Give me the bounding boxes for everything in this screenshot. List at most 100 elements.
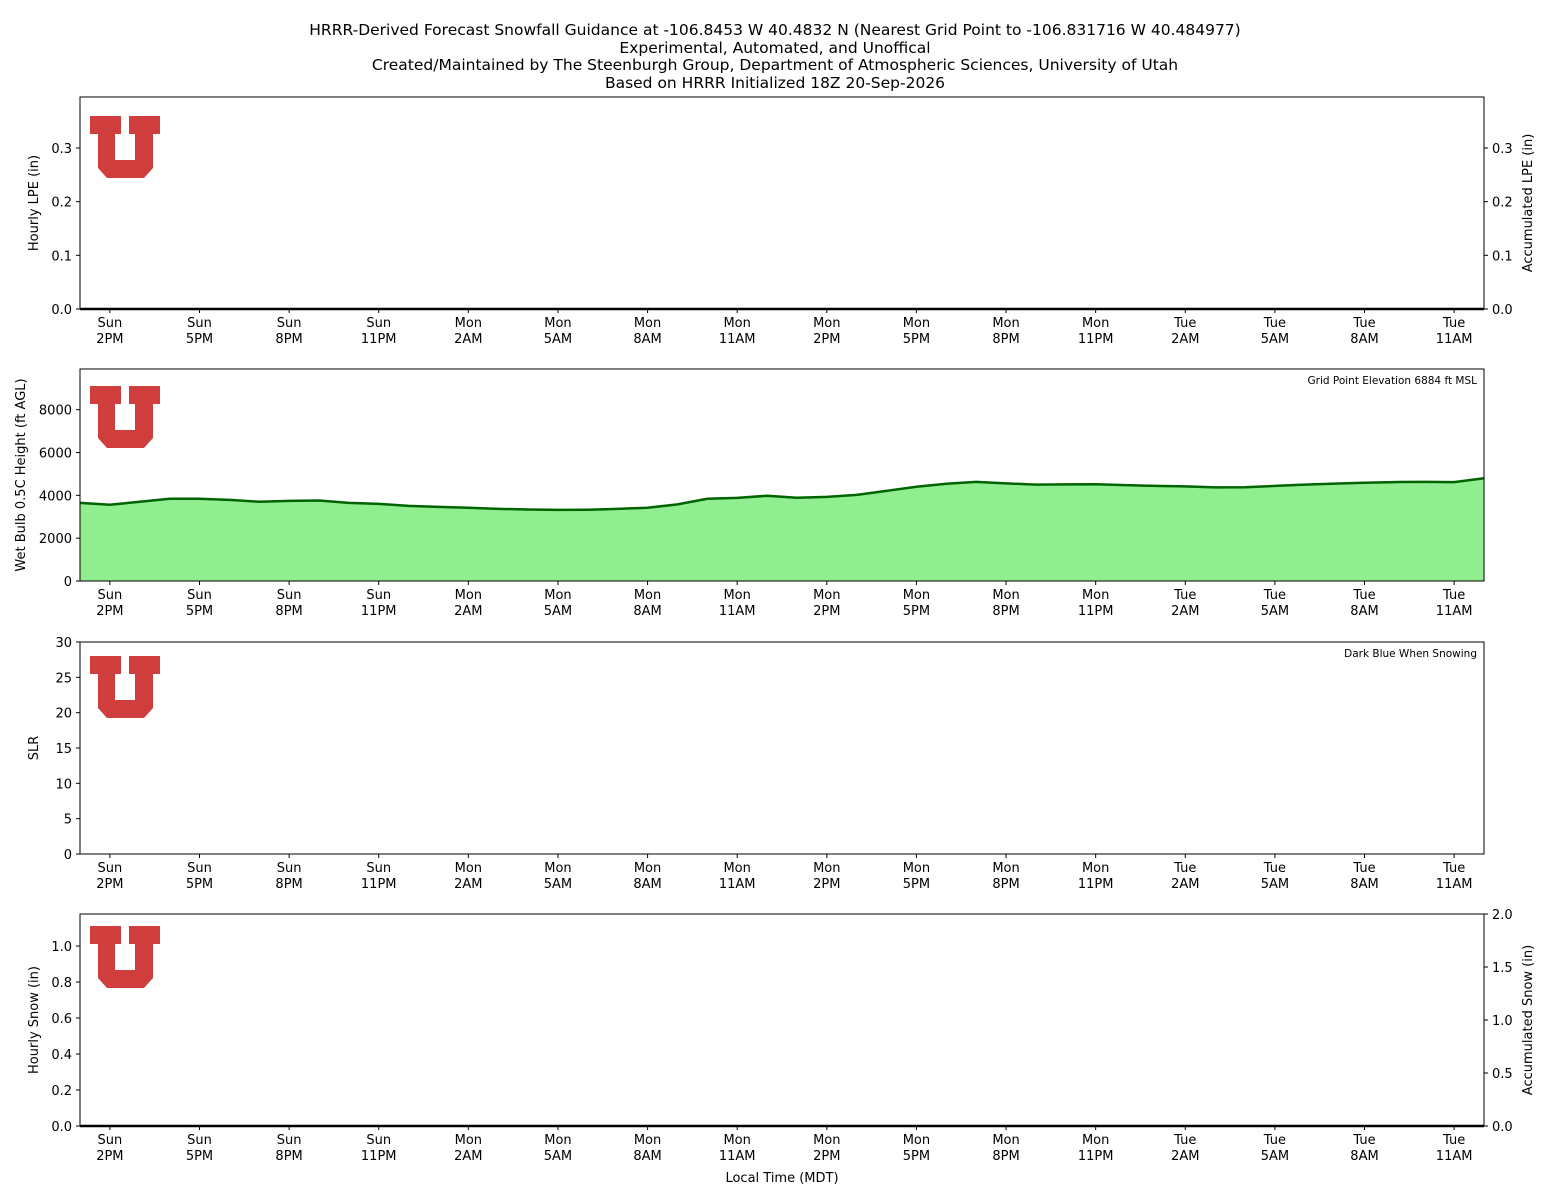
x-tick-label: Sun 11PM: [360, 588, 397, 619]
line: [79, 476, 1485, 512]
x-tick-label: Mon 2AM: [454, 1133, 483, 1164]
y-tick-label: 0.8: [51, 976, 72, 991]
x-tick-label: Mon 5AM: [543, 316, 573, 347]
y2-tick-label: 2.0: [1492, 908, 1513, 923]
y-tick-label: 25: [55, 671, 72, 686]
y-tick-label: 6000: [39, 447, 72, 462]
y2-tick-label: 1.5: [1492, 961, 1513, 976]
x-tick-label: Sun 11PM: [360, 861, 397, 892]
x-tick-label: Mon 5AM: [543, 861, 573, 892]
y-tick-label: 0.0: [51, 1120, 72, 1135]
x-tick-label: Mon 8AM: [633, 316, 662, 347]
x-tick-label: Mon 11AM: [718, 861, 756, 892]
x-tick-label: Sun 11PM: [360, 1133, 397, 1164]
annotation: Dark Blue When Snowing: [1344, 648, 1477, 660]
y-axis-label: Hourly Snow (in): [27, 966, 42, 1074]
x-tick-label: Mon 2AM: [454, 588, 483, 619]
area: [80, 478, 1484, 581]
x-tick-label: Mon 8AM: [633, 1133, 662, 1164]
plot-frame: [79, 96, 1485, 310]
x-tick-label: Tue 8AM: [1350, 1133, 1379, 1164]
x-tick-label: Mon 2PM: [813, 1133, 841, 1164]
y-tick-label: 0.6: [51, 1012, 72, 1027]
y-tick-label: 10: [55, 777, 72, 792]
y-axis-label: SLR: [27, 736, 42, 761]
y-tick-label: 30: [55, 636, 72, 651]
y-tick-label: 0.2: [51, 1084, 72, 1099]
x-tick-label: Tue 2AM: [1171, 861, 1200, 892]
y2-tick-label: 0.3: [1492, 142, 1513, 157]
x-tick-label: Mon 11AM: [718, 588, 756, 619]
x-tick-label: Mon 8PM: [992, 588, 1020, 619]
y-axis-label: Wet Bulb 0.5C Height (ft AGL): [14, 378, 29, 571]
x-tick-label: Tue 8AM: [1350, 588, 1379, 619]
plot-frame: [79, 368, 1485, 582]
y-tick-label: 0.2: [51, 196, 72, 211]
chart-title: Experimental, Automated, and Unoffical: [619, 38, 931, 57]
x-tick-label: Sun 2PM: [96, 588, 124, 619]
chart-title: Based on HRRR Initialized 18Z 20-Sep-202…: [604, 73, 946, 92]
x-tick-label: Mon 8PM: [992, 1133, 1020, 1164]
x-tick-label: Sun 2PM: [96, 316, 124, 347]
x-tick-label: Tue 8AM: [1350, 861, 1379, 892]
x-tick-label: Tue 5AM: [1260, 1133, 1290, 1164]
y-tick-label: 15: [55, 742, 72, 757]
y2-axis-label: Accumulated Snow (in): [1521, 945, 1536, 1095]
x-axis-label: Local Time (MDT): [725, 1171, 838, 1186]
x-tick-label: Mon 11PM: [1077, 1133, 1114, 1164]
logo: [90, 386, 160, 448]
y-tick-label: 0.1: [51, 249, 72, 264]
x-tick-label: Mon 5AM: [543, 588, 573, 619]
x-tick-label: Sun 8PM: [275, 861, 303, 892]
x-tick-label: Mon 11AM: [718, 1133, 756, 1164]
x-tick-label: Sun 2PM: [96, 861, 124, 892]
x-tick-label: Mon 5PM: [902, 316, 931, 347]
x-tick-label: Mon 2AM: [454, 316, 483, 347]
x-tick-label: Tue 5AM: [1260, 861, 1290, 892]
x-tick-label: Sun 5PM: [185, 861, 214, 892]
chart-title: Created/Maintained by The Steenburgh Gro…: [371, 56, 1179, 74]
y2-axis-label: Accumulated LPE (in): [1521, 134, 1536, 273]
x-tick-label: Sun 11PM: [360, 316, 397, 347]
x-tick-label: Sun 8PM: [275, 588, 303, 619]
x-tick-label: Mon 11AM: [718, 316, 756, 347]
chart-title: HRRR-Derived Forecast Snowfall Guidance …: [309, 21, 1241, 39]
y2-tick-label: 0.5: [1492, 1067, 1513, 1082]
y-tick-label: 0.3: [51, 142, 72, 157]
y-tick-label: 8000: [39, 404, 72, 419]
x-tick-label: Tue 11AM: [1435, 1133, 1473, 1164]
x-tick-label: Mon 2PM: [813, 588, 841, 619]
y-tick-label: 1.0: [51, 940, 72, 955]
x-tick-label: Mon 11PM: [1077, 588, 1114, 619]
x-tick-label: Mon 8PM: [992, 861, 1020, 892]
x-tick-label: Tue 2AM: [1171, 588, 1200, 619]
x-tick-label: Sun 2PM: [96, 1133, 124, 1164]
x-tick-label: Mon 11PM: [1077, 861, 1114, 892]
y-tick-label: 0.4: [51, 1048, 72, 1063]
y-tick-label: 20: [55, 707, 72, 722]
y2-tick-label: 0.0: [1492, 303, 1513, 318]
y2-tick-label: 1.0: [1492, 1014, 1513, 1029]
y-tick-label: 0: [64, 575, 72, 590]
x-tick-label: Mon 5PM: [902, 861, 931, 892]
x-tick-label: Tue 2AM: [1171, 316, 1200, 347]
x-tick-label: Mon 11PM: [1077, 316, 1114, 347]
x-tick-label: Mon 8PM: [992, 316, 1020, 347]
y-tick-label: 4000: [39, 489, 72, 504]
logo: [90, 926, 160, 988]
x-tick-label: Tue 5AM: [1260, 316, 1290, 347]
annotation: Grid Point Elevation 6884 ft MSL: [1308, 375, 1478, 387]
x-tick-label: Sun 5PM: [185, 1133, 214, 1164]
x-tick-label: Mon 5AM: [543, 1133, 573, 1164]
x-tick-label: Sun 8PM: [275, 1133, 303, 1164]
x-tick-label: Mon 5PM: [902, 588, 931, 619]
x-tick-label: Tue 11AM: [1435, 588, 1473, 619]
x-tick-label: Sun 8PM: [275, 316, 303, 347]
x-tick-label: Tue 11AM: [1435, 861, 1473, 892]
y-tick-label: 2000: [39, 532, 72, 547]
y-tick-label: 5: [64, 813, 72, 828]
plot-frame: [79, 641, 1485, 855]
x-tick-label: Sun 5PM: [185, 588, 214, 619]
x-tick-label: Sun 5PM: [185, 316, 214, 347]
